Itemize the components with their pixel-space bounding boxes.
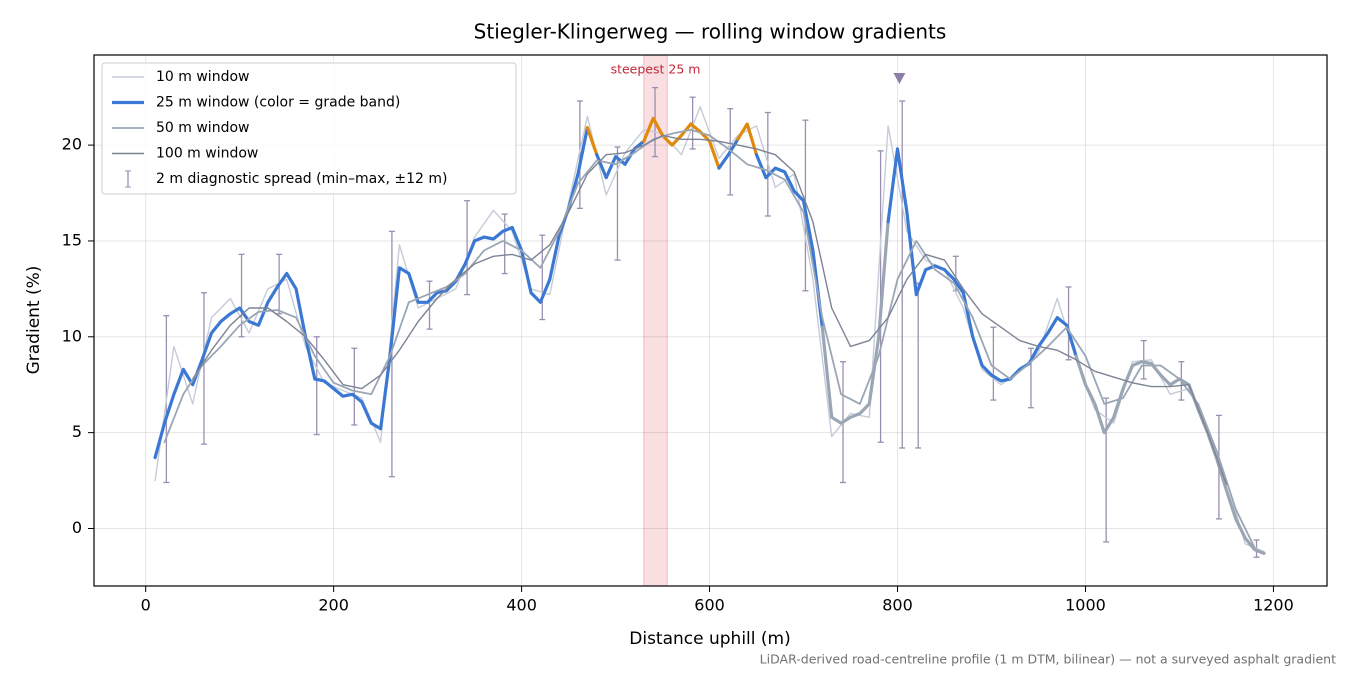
legend-label: 50 m window xyxy=(156,120,249,136)
legend-label: 25 m window (color = grade band) xyxy=(156,95,400,111)
x-tick-label: 1000 xyxy=(1065,596,1106,615)
y-axis-label: Gradient (%) xyxy=(24,266,44,375)
peak-marker xyxy=(893,73,906,85)
y-tick-label: 0 xyxy=(72,518,82,537)
series-line xyxy=(585,126,599,157)
series-line xyxy=(736,122,759,157)
x-tick-label: 1200 xyxy=(1253,596,1294,615)
series-line xyxy=(754,153,824,329)
x-tick-label: 800 xyxy=(882,596,913,615)
series-line xyxy=(192,134,1228,486)
y-tick-label: 20 xyxy=(62,135,82,154)
x-tick-label: 600 xyxy=(694,596,725,615)
series-line xyxy=(163,128,1256,549)
series-line xyxy=(820,220,890,425)
x-tick-label: 200 xyxy=(318,596,349,615)
y-tick-label: 5 xyxy=(72,422,82,441)
legend-label: 2 m diagnostic spread (min–max, ±12 m) xyxy=(156,171,447,187)
series-line xyxy=(153,126,589,460)
footnote: LiDAR-derived road-centreline profile (1… xyxy=(760,652,1336,667)
x-axis-label: Distance uphill (m) xyxy=(629,629,790,649)
span-label: steepest 25 m xyxy=(611,62,701,77)
legend-label: 100 m window xyxy=(156,146,258,162)
series-line xyxy=(886,147,1078,383)
legend-label: 10 m window xyxy=(156,69,249,85)
chart-title: Stiegler-Klingerweg — rolling window gra… xyxy=(474,20,947,44)
series-line xyxy=(1074,354,1266,555)
y-tick-label: 10 xyxy=(62,326,82,345)
y-tick-label: 15 xyxy=(62,230,82,249)
legend: 10 m window 25 m window (color = grade ba… xyxy=(101,62,517,195)
x-tick-label: 400 xyxy=(506,596,537,615)
legend-box xyxy=(101,62,517,195)
x-tick-label: 0 xyxy=(141,596,151,615)
plot-frame xyxy=(93,54,1328,587)
series-line xyxy=(642,116,721,170)
